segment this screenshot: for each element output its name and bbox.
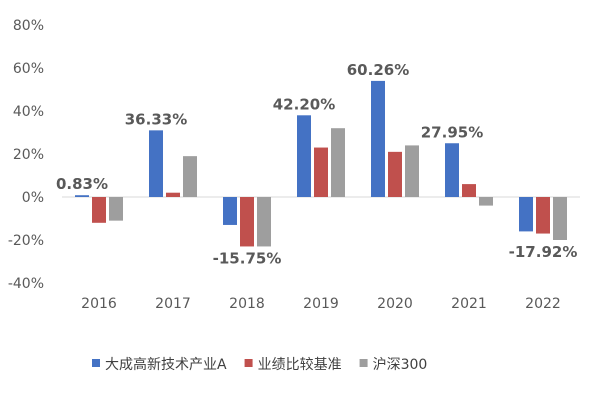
y-tick-label: -20%: [8, 233, 44, 249]
bar-2019-series-1: [297, 115, 311, 197]
legend-label-1: 大成高新技术产业A: [105, 356, 227, 373]
data-labels: 0.83% 36.33% -15.75% 42.20% 60.26% 27.95% -17.…: [56, 61, 577, 268]
y-tick-label: -40%: [8, 276, 44, 292]
bar-2020-series-3: [405, 145, 419, 197]
bar-2022-series-3: [553, 197, 567, 240]
bar-2019-series-2: [314, 147, 328, 197]
data-label-2020: 60.26%: [347, 61, 409, 79]
x-tick-label: 2019: [303, 296, 339, 312]
x-axis-tick-labels: 2016 2017 2018 2019 2020 2021 2022: [81, 296, 561, 312]
x-tick-label: 2021: [451, 296, 487, 312]
y-tick-label: 20%: [13, 147, 44, 163]
y-tick-label: 80%: [13, 18, 44, 34]
bar-2021-series-3: [479, 197, 493, 206]
y-axis-tick-labels: 80% 60% 40% 20% 0% -20% -40%: [8, 18, 44, 292]
data-label-2018: -15.75%: [213, 249, 282, 267]
bar-2017-series-2: [166, 192, 180, 197]
data-label-2017: 36.33%: [125, 110, 187, 128]
x-tick-label: 2016: [81, 296, 117, 312]
bar-2020-series-2: [388, 151, 402, 197]
legend: 大成高新技术产业A 业绩比较基准 沪深300: [92, 356, 427, 373]
bar-2022-series-1: [519, 197, 533, 232]
bar-2021-series-1: [445, 143, 459, 197]
bar-2021-series-2: [462, 184, 476, 197]
bar-2018-series-2: [240, 197, 254, 247]
x-tick-label: 2022: [525, 296, 561, 312]
bar-series: [75, 80, 567, 247]
bar-2017-series-1: [149, 130, 163, 197]
bar-2018-series-3: [257, 197, 271, 247]
bar-2018-series-1: [223, 197, 237, 225]
x-tick-label: 2020: [377, 296, 413, 312]
legend-swatch-1: [92, 359, 100, 367]
bar-2016-series-2: [92, 197, 106, 223]
y-tick-label: 60%: [13, 61, 44, 77]
data-label-2019: 42.20%: [273, 95, 335, 113]
bar-2019-series-3: [331, 128, 345, 197]
bar-2016-series-1: [75, 195, 89, 197]
bar-2016-series-3: [109, 197, 123, 221]
data-label-2022: -17.92%: [509, 243, 578, 261]
x-tick-label: 2018: [229, 296, 265, 312]
data-label-2021: 27.95%: [421, 123, 483, 141]
legend-label-2: 业绩比较基准: [258, 356, 342, 373]
bar-2022-series-2: [536, 197, 550, 234]
bar-2017-series-3: [183, 156, 197, 197]
data-label-2016: 0.83%: [56, 175, 108, 193]
x-tick-label: 2017: [155, 296, 191, 312]
legend-swatch-3: [359, 359, 368, 367]
y-tick-label: 40%: [13, 104, 44, 120]
legend-swatch-2: [244, 359, 253, 367]
y-tick-label: 0%: [22, 190, 44, 206]
legend-label-3: 沪深300: [373, 357, 428, 373]
bar-2020-series-1: [371, 80, 385, 197]
